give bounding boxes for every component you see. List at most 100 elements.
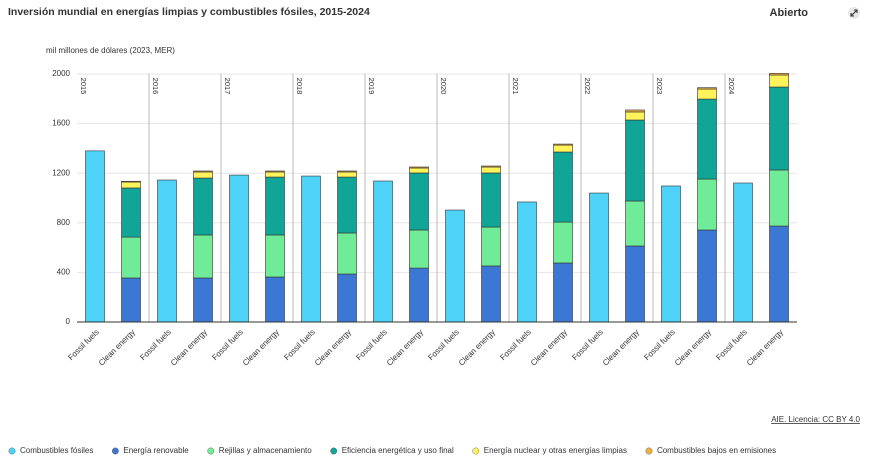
x-tick-label: Clean energy [169,328,209,368]
legend-label: Rejillas y almacenamiento [219,446,312,455]
bar-segment [661,185,681,323]
bar-segment [625,200,645,247]
x-tick-label: Fossil fuels [498,328,533,363]
bar-segment [517,201,537,323]
legend-label: Combustibles fósiles [20,446,93,455]
bar-segment [481,166,501,174]
source-link[interactable]: AIE. Licencia: CC BY 4.0 [771,415,860,424]
x-tick-label: Fossil fuels [426,328,461,363]
year-label: 2019 [367,78,376,95]
bar-segment [769,74,789,88]
bar-segment [265,276,285,323]
bar-segment [625,109,645,113]
x-tick-label: Clean energy [457,328,497,368]
y-axis-label: mil millones de dólares (2023, MER) [46,46,175,55]
bar-segment [337,232,357,275]
y-tick-label: 1600 [52,119,70,128]
x-tick-label: Clean energy [97,328,137,368]
x-tick-label: Fossil fuels [66,328,101,363]
year-label: 2016 [151,78,160,95]
bar-segment [553,151,573,223]
legend-label: Eficiencia energética y uso final [342,446,454,455]
bar-segment [445,209,465,323]
legend-marker [472,447,480,455]
legend-marker [645,447,653,455]
bar-segment [409,172,429,231]
x-tick-label: Fossil fuels [714,328,749,363]
bar-segment [193,234,213,279]
legend-marker [8,447,16,455]
open-button[interactable]: Abierto [770,7,809,19]
bar-segment [553,143,573,146]
bar-segment [193,277,213,323]
bar-segment [337,171,357,178]
x-tick-label: Fossil fuels [354,328,389,363]
bar-segment [769,169,789,227]
x-tick-label: Fossil fuels [642,328,677,363]
bar-segment [373,180,393,323]
bar-segment [265,176,285,236]
bar-segment [121,277,141,323]
bar-segment [481,265,501,323]
bar-segment [337,176,357,234]
bar-segment [625,119,645,202]
bar-segment [625,111,645,121]
y-tick-label: 400 [57,268,71,277]
bar-segment [85,150,105,323]
bar-segment [121,236,141,279]
bar-segment [697,87,717,90]
bar-segment [301,175,321,323]
x-tick-label: Clean energy [601,328,641,368]
y-tick-label: 1200 [52,168,70,177]
expand-icon[interactable] [848,7,860,19]
y-tick-label: 800 [57,218,71,227]
year-label: 2015 [79,78,88,95]
bar-segment [409,167,429,174]
bar-segment [769,225,789,323]
year-label: 2022 [583,78,592,95]
year-label: 2017 [223,78,232,95]
x-tick-label: Clean energy [745,328,785,368]
bar-segment [769,86,789,171]
bar-segment [553,144,573,153]
bar-segment [697,178,717,231]
x-tick-label: Clean energy [241,328,281,368]
legend-marker [111,447,119,455]
bar-segment [193,171,213,179]
bar-segment [121,180,141,183]
x-tick-label: Clean energy [673,328,713,368]
x-tick-label: Clean energy [385,328,425,368]
bar-segment [733,182,753,323]
x-tick-label: Fossil fuels [210,328,245,363]
bar-segment [553,262,573,323]
bar-segment [625,245,645,323]
y-tick-label: 0 [66,317,71,326]
legend-label: Energía renovable [123,446,189,455]
bar-segment [157,179,177,323]
bar-segment [265,171,285,178]
bar-segment [553,221,573,264]
bar-segment [193,170,213,173]
year-label: 2018 [295,78,304,95]
bar-segment [337,170,357,173]
bar-segment [481,226,501,267]
bar-segment [769,73,789,76]
legend-label: Energía nuclear y otras energías limpias [484,446,627,455]
bar-segment [229,174,249,323]
year-label: 2021 [511,78,520,95]
x-tick-label: Fossil fuels [282,328,317,363]
bar-segment [409,166,429,169]
bar-segment [697,88,717,100]
x-tick-label: Clean energy [313,328,353,368]
x-tick-label: Fossil fuels [570,328,605,363]
bar-segment [265,234,285,278]
bar-segment [193,177,213,236]
bar-segment [589,192,609,323]
x-tick-label: Clean energy [529,328,569,368]
bar-segment [697,229,717,323]
bar-segment [265,170,285,173]
legend-marker [207,447,215,455]
year-label: 2024 [727,78,736,95]
x-tick-label: Fossil fuels [138,328,173,363]
year-label: 2023 [655,78,664,95]
